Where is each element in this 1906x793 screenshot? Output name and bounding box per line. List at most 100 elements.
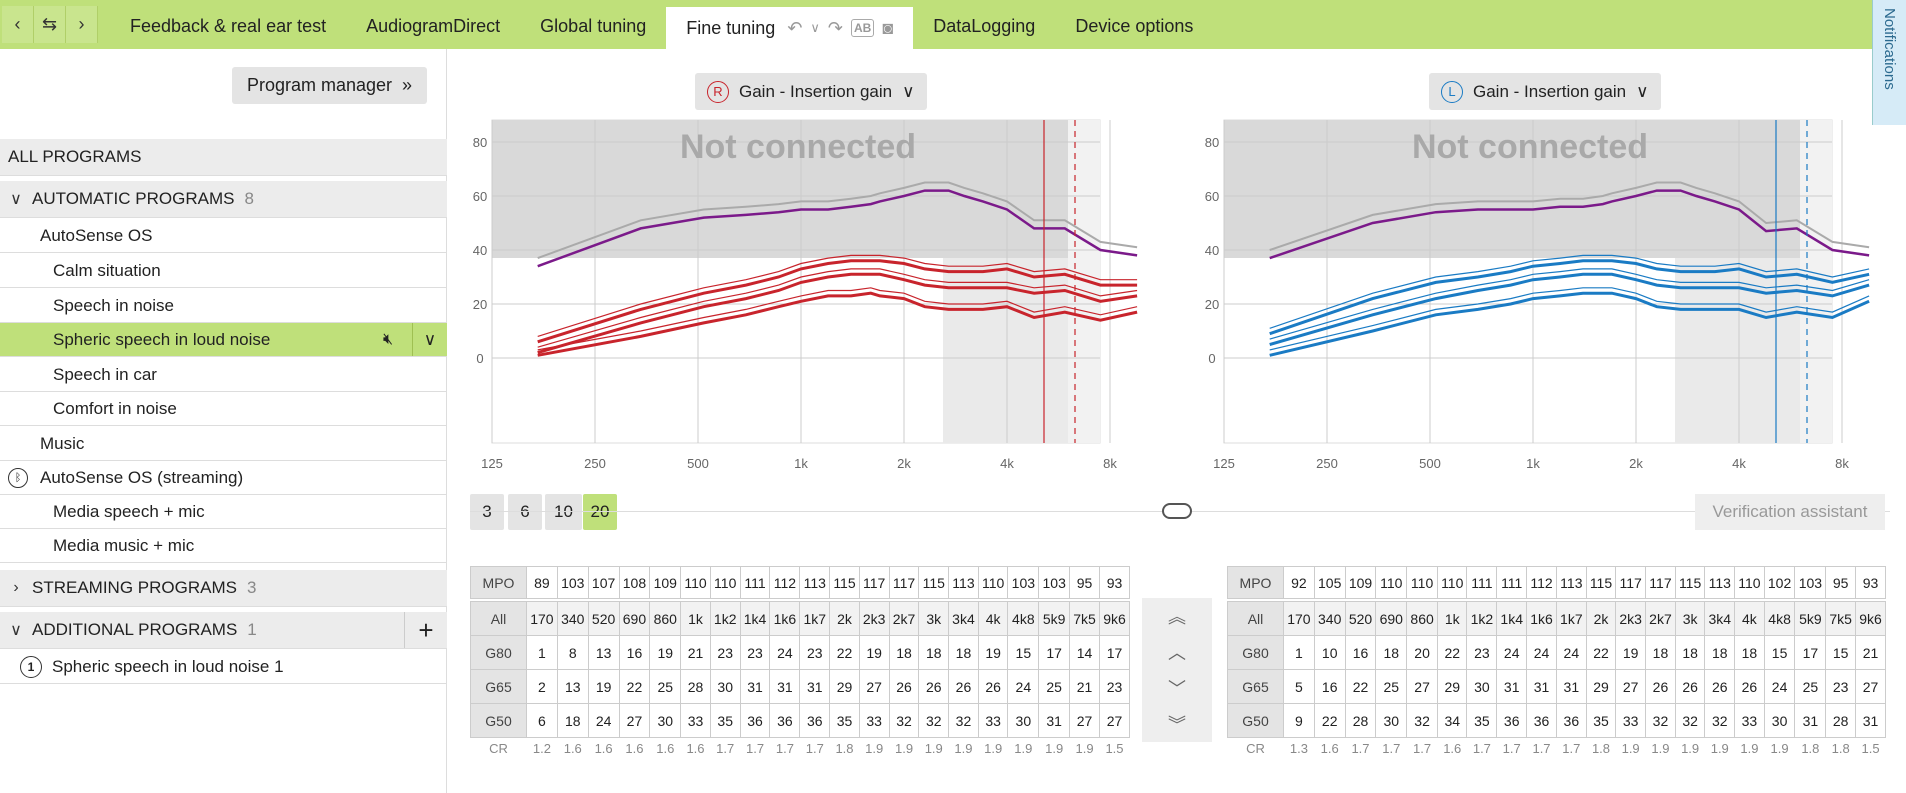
mpo-row-cell[interactable]: 107 [587, 566, 620, 599]
g80-row-cell[interactable]: 19 [649, 635, 682, 670]
mpo-row-cell[interactable]: 103 [1038, 566, 1071, 599]
frequency-row-cell[interactable]: 1k2 [1466, 601, 1498, 636]
g80-row-cell[interactable]: 18 [948, 635, 979, 670]
frequency-row-label[interactable]: All [1227, 601, 1284, 636]
g65-row-cell[interactable]: 13 [556, 669, 589, 704]
g80-row-cell[interactable]: 23 [1466, 635, 1498, 670]
g80-row-cell[interactable]: 10 [1313, 635, 1346, 670]
double-chevron-up-icon[interactable]: ︽ [1168, 607, 1186, 627]
g65-row-cell[interactable]: 29 [829, 669, 860, 704]
program-comfort-in-noise[interactable]: Comfort in noise [0, 392, 447, 426]
g65-row-cell[interactable]: 19 [587, 669, 620, 704]
cr-row-cell[interactable]: 1.9 [1645, 737, 1676, 760]
g50-row-cell[interactable]: 22 [1313, 703, 1346, 738]
cr-row-cell[interactable]: 1.7 [769, 737, 800, 760]
g50-row-cell[interactable]: 30 [649, 703, 682, 738]
mpo-row-label[interactable]: MPO [470, 566, 527, 599]
cr-row-cell[interactable]: 1.9 [889, 737, 919, 760]
g50-row-cell[interactable]: 33 [977, 703, 1009, 738]
program-speech-in-noise[interactable]: Speech in noise [0, 289, 447, 323]
g65-row-cell[interactable]: 27 [1615, 669, 1647, 704]
cr-row-cell[interactable]: 1.9 [1704, 737, 1735, 760]
cr-row-cell[interactable]: 1.6 [619, 737, 650, 760]
frequency-row-cell[interactable]: 2k3 [1615, 601, 1647, 636]
g80-row-cell[interactable]: 15 [1763, 635, 1796, 670]
mpo-row-cell[interactable]: 113 [1704, 566, 1736, 599]
g65-row-cell[interactable]: 26 [888, 669, 920, 704]
program-media-music[interactable]: Media music + mic [0, 529, 447, 563]
g80-row-cell[interactable]: 21 [680, 635, 711, 670]
g50-row-cell[interactable]: 33 [858, 703, 890, 738]
frequency-row-cell[interactable]: 1k7 [799, 601, 831, 636]
frequency-row-cell[interactable]: 7k5 [1069, 601, 1100, 636]
g50-row-cell[interactable]: 35 [1466, 703, 1498, 738]
g80-row-cell[interactable]: 19 [858, 635, 890, 670]
program-autosense-os[interactable]: AutoSense OS [0, 219, 447, 253]
cr-row-cell[interactable]: 1.8 [1825, 737, 1856, 760]
frequency-row-cell[interactable]: 5k9 [1038, 601, 1071, 636]
tab-device-options[interactable]: Device options [1075, 16, 1194, 36]
frequency-row-cell[interactable]: 4k8 [1007, 601, 1040, 636]
cr-row-cell[interactable]: 1.6 [649, 737, 681, 760]
g65-row-cell[interactable]: 30 [709, 669, 741, 704]
g80-row-cell[interactable]: 18 [918, 635, 950, 670]
verification-assistant-button[interactable]: Verification assistant [1695, 494, 1885, 530]
frequency-row-cell[interactable]: 170 [526, 601, 558, 636]
mpo-row-cell[interactable]: 102 [1763, 566, 1796, 599]
mpo-row-cell[interactable]: 112 [1526, 566, 1557, 599]
frequency-row-cell[interactable]: 1k4 [739, 601, 771, 636]
frequency-row-cell[interactable]: 7k5 [1825, 601, 1857, 636]
back-button[interactable]: ‹ [2, 6, 34, 43]
double-chevron-down-icon[interactable]: ︾ [1168, 715, 1186, 735]
mpo-row-cell[interactable]: 111 [1496, 566, 1528, 599]
g50-row-cell[interactable]: 36 [1526, 703, 1557, 738]
g80-row-cell[interactable]: 24 [1496, 635, 1528, 670]
camera-icon[interactable]: ◙ [882, 18, 894, 38]
chevron-down-icon[interactable]: ﹀ [1168, 679, 1186, 699]
g65-row-cell[interactable]: 25 [649, 669, 682, 704]
frequency-row-cell[interactable]: 340 [1313, 601, 1346, 636]
g65-row-cell[interactable]: 23 [1098, 669, 1131, 704]
g50-row-cell[interactable]: 32 [888, 703, 920, 738]
g65-row-cell[interactable]: 26 [977, 669, 1009, 704]
mpo-row-cell[interactable]: 103 [556, 566, 589, 599]
g80-row-cell[interactable]: 21 [1855, 635, 1886, 670]
cr-row-cell[interactable]: 1.7 [799, 737, 830, 760]
g80-row-cell[interactable]: 18 [1375, 635, 1408, 670]
frequency-row-cell[interactable]: 5k9 [1794, 601, 1827, 636]
mpo-row-cell[interactable]: 113 [799, 566, 831, 599]
g80-row-cell[interactable]: 13 [587, 635, 620, 670]
cr-row-cell[interactable]: 1.7 [710, 737, 741, 760]
mpo-row-cell[interactable]: 117 [858, 566, 890, 599]
tab-feedback[interactable]: Feedback & real ear test [130, 16, 327, 36]
g65-row-cell[interactable]: 31 [1496, 669, 1528, 704]
g65-row-cell[interactable]: 22 [618, 669, 651, 704]
mpo-row-cell[interactable]: 105 [1313, 566, 1346, 599]
undo-icon[interactable]: ↶ [787, 18, 803, 38]
program-autosense-streaming[interactable]: ᛒ AutoSense OS (streaming) [0, 461, 447, 495]
frequency-row-cell[interactable]: 2k7 [1645, 601, 1676, 636]
frequency-row-cell[interactable]: 690 [618, 601, 651, 636]
g50-row-cell[interactable]: 32 [1645, 703, 1676, 738]
cr-row-cell[interactable]: 1.7 [1556, 737, 1587, 760]
cr-row-cell[interactable]: 1.6 [588, 737, 620, 760]
mpo-row-cell[interactable]: 117 [888, 566, 920, 599]
cr-row-label[interactable]: CR [470, 737, 527, 760]
frequency-row-cell[interactable]: 860 [1406, 601, 1438, 636]
frequency-row-cell[interactable]: 4k [977, 601, 1009, 636]
g80-row-cell[interactable]: 22 [829, 635, 860, 670]
mpo-row-label[interactable]: MPO [1227, 566, 1284, 599]
g65-row-cell[interactable]: 16 [1313, 669, 1346, 704]
channels-20-button[interactable]: 20 [583, 494, 617, 530]
g80-row-cell[interactable]: 15 [1007, 635, 1040, 670]
g65-row-cell[interactable]: 27 [1855, 669, 1886, 704]
g65-row-cell[interactable]: 31 [799, 669, 831, 704]
frequency-row-cell[interactable]: 2k7 [888, 601, 920, 636]
mpo-row-cell[interactable]: 117 [1645, 566, 1676, 599]
g50-row-cell[interactable]: 32 [948, 703, 979, 738]
cr-row-cell[interactable]: 1.9 [948, 737, 979, 760]
g65-row-cell[interactable]: 22 [1344, 669, 1377, 704]
cr-row-cell[interactable]: 1.7 [1375, 737, 1407, 760]
cr-row-cell[interactable]: 1.7 [1406, 737, 1438, 760]
frequency-row-cell[interactable]: 1k [680, 601, 711, 636]
